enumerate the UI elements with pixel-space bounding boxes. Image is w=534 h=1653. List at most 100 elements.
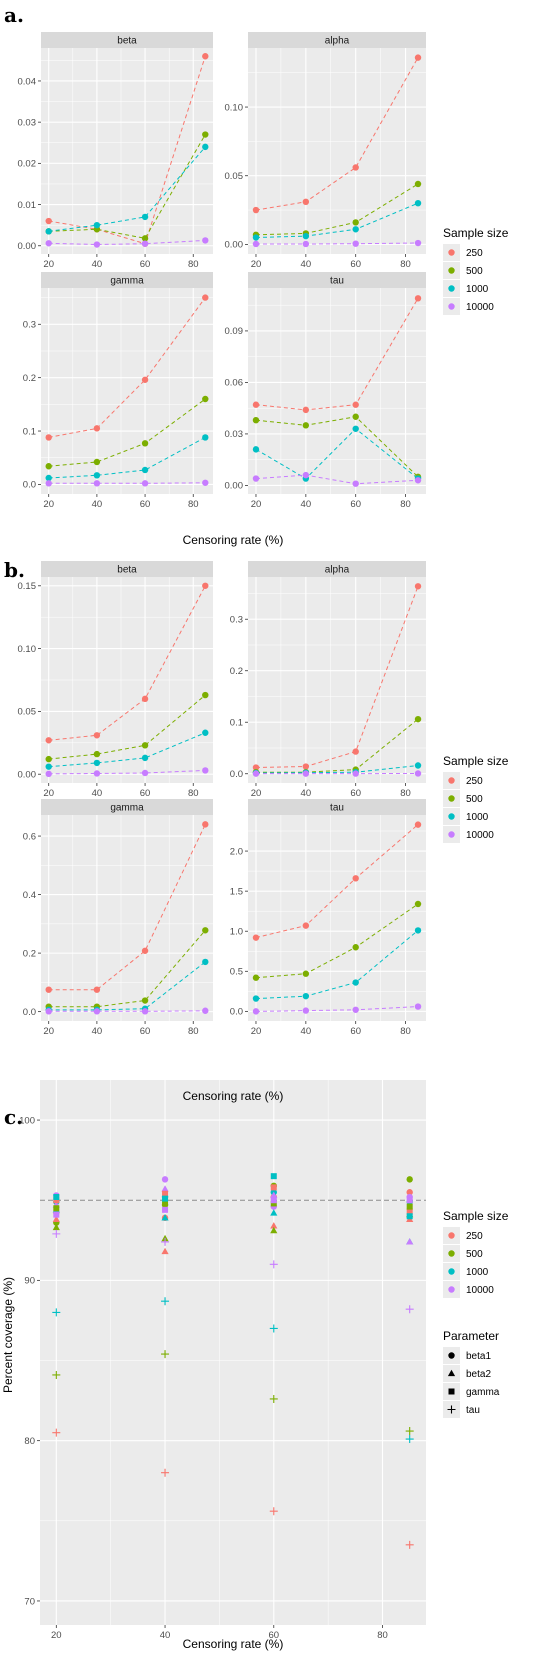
data-point-1000	[45, 474, 52, 482]
data-point-500	[302, 422, 310, 429]
data-point-250	[202, 294, 209, 301]
data-point-250	[252, 934, 260, 941]
data-point-250	[202, 53, 209, 60]
data-point-250	[252, 764, 260, 771]
data-point-10000	[252, 1008, 260, 1015]
facet-strip-label: tau	[330, 276, 344, 287]
data-point-500	[93, 458, 101, 466]
series-line-500	[48, 398, 206, 467]
data-point-500	[202, 691, 209, 699]
data-point-500	[141, 440, 149, 447]
data-point-500	[202, 395, 209, 403]
data-point-beta2-1000	[270, 1209, 278, 1216]
plot-panel	[40, 1080, 426, 1625]
x-tick-label: 20	[251, 788, 262, 799]
data-point-1000	[93, 472, 101, 479]
data-point-250	[252, 206, 260, 214]
legend-a: Sample size 250 500 1000 10000	[443, 226, 509, 315]
plot-panel	[41, 288, 213, 494]
facet-strip-label: beta	[117, 565, 137, 576]
x-tick-label: 40	[92, 499, 103, 510]
facet-gamma: gamma 20 40 60 80 0.0 0.1 0.2 0.3	[23, 272, 213, 510]
y-tick-label: 0.3	[23, 320, 36, 331]
x-tick-label: 80	[400, 788, 411, 799]
facet-beta: beta 20 40 60 80 0.00 0.05 0.10 0.15	[18, 561, 213, 799]
x-tick-label: 60	[140, 499, 151, 510]
data-point-500	[414, 900, 422, 908]
data-point-250	[93, 986, 101, 993]
data-point-250	[252, 401, 260, 408]
y-tick-label: 0.05	[18, 707, 37, 718]
facet-alpha: alpha 20 40 60 80 0.00 0.05 0.10	[225, 32, 426, 270]
data-point-1000	[202, 958, 209, 966]
data-point-gamma-250	[406, 1208, 413, 1215]
series-line-1000	[255, 428, 419, 480]
y-tick-label: 0.00	[18, 770, 37, 781]
x-tick-label: 20	[43, 259, 54, 270]
data-point-tau-500	[269, 1394, 278, 1403]
data-point-1000	[93, 759, 101, 767]
facet-strip-label: gamma	[110, 276, 144, 287]
y-tick-label: 0.1	[230, 718, 243, 729]
data-point-10000	[45, 1008, 52, 1015]
series-line-10000	[255, 474, 419, 485]
series-line-500	[255, 903, 419, 979]
data-point-tau-1000	[161, 1297, 170, 1306]
data-point-250	[202, 582, 209, 589]
facet-beta: beta 20 40 60 80 0.00 0.01 0.02 0.03 0.04	[18, 32, 213, 270]
data-point-500	[352, 944, 359, 951]
facet-strip	[248, 272, 426, 288]
data-point-1000	[141, 213, 149, 221]
x-tick-label: 40	[92, 259, 103, 270]
series-line-250	[48, 297, 206, 438]
facet-strip	[248, 799, 426, 815]
series-line-250	[48, 56, 206, 245]
y-tick-label: 0.4	[23, 890, 36, 901]
y-tick-label: 0.05	[225, 171, 244, 182]
x-tick-label: 20	[51, 1630, 62, 1641]
data-point-10000	[93, 1008, 101, 1015]
legend-key-250	[448, 777, 455, 784]
y-tick-label: 0.10	[18, 644, 37, 655]
y-tick-label: 1.5	[230, 886, 243, 897]
data-point-tau-250	[269, 1507, 278, 1516]
y-tick-label: 0.06	[225, 378, 244, 389]
data-point-1000	[414, 199, 422, 207]
legend-label-500: 500	[466, 794, 483, 805]
data-point-10000	[414, 477, 422, 484]
legend-key-beta1	[448, 1352, 455, 1359]
legend-label-250: 250	[466, 248, 483, 259]
data-point-beta2-250	[161, 1247, 169, 1255]
data-point-1000	[202, 143, 209, 151]
y-tick-label: 0.2	[23, 948, 36, 959]
series-line-10000	[256, 242, 419, 245]
data-point-gamma-10000	[162, 1206, 169, 1213]
data-point-10000	[302, 1007, 310, 1014]
data-point-500	[352, 413, 359, 420]
facet-strip-label: alpha	[325, 565, 350, 576]
facet-strip-label: tau	[330, 803, 344, 814]
legend-label-1000: 1000	[466, 1267, 489, 1278]
data-point-10000	[352, 1006, 359, 1013]
data-point-10000	[414, 770, 422, 777]
series-line-250	[48, 585, 206, 741]
data-point-beta2-250	[52, 1215, 60, 1223]
x-tick-label: 60	[140, 1026, 151, 1037]
data-point-gamma-250	[162, 1190, 169, 1197]
legend-key-10000	[448, 1286, 455, 1293]
data-point-10000	[302, 240, 310, 248]
legend-key-500	[448, 267, 455, 274]
data-point-250	[302, 763, 310, 770]
x-tick-label: 40	[92, 788, 103, 799]
data-point-250	[414, 54, 422, 61]
y-tick-label: 0.10	[225, 102, 244, 113]
x-tick-label: 80	[400, 1026, 411, 1037]
data-point-250	[45, 986, 52, 993]
data-point-250	[414, 821, 422, 828]
data-point-250	[414, 295, 422, 302]
data-point-10000	[45, 240, 52, 247]
legend-label-10000: 10000	[466, 302, 494, 313]
data-point-beta1-10000	[161, 1176, 169, 1183]
x-tick-label: 80	[188, 259, 199, 270]
data-point-gamma-250	[53, 1197, 60, 1204]
